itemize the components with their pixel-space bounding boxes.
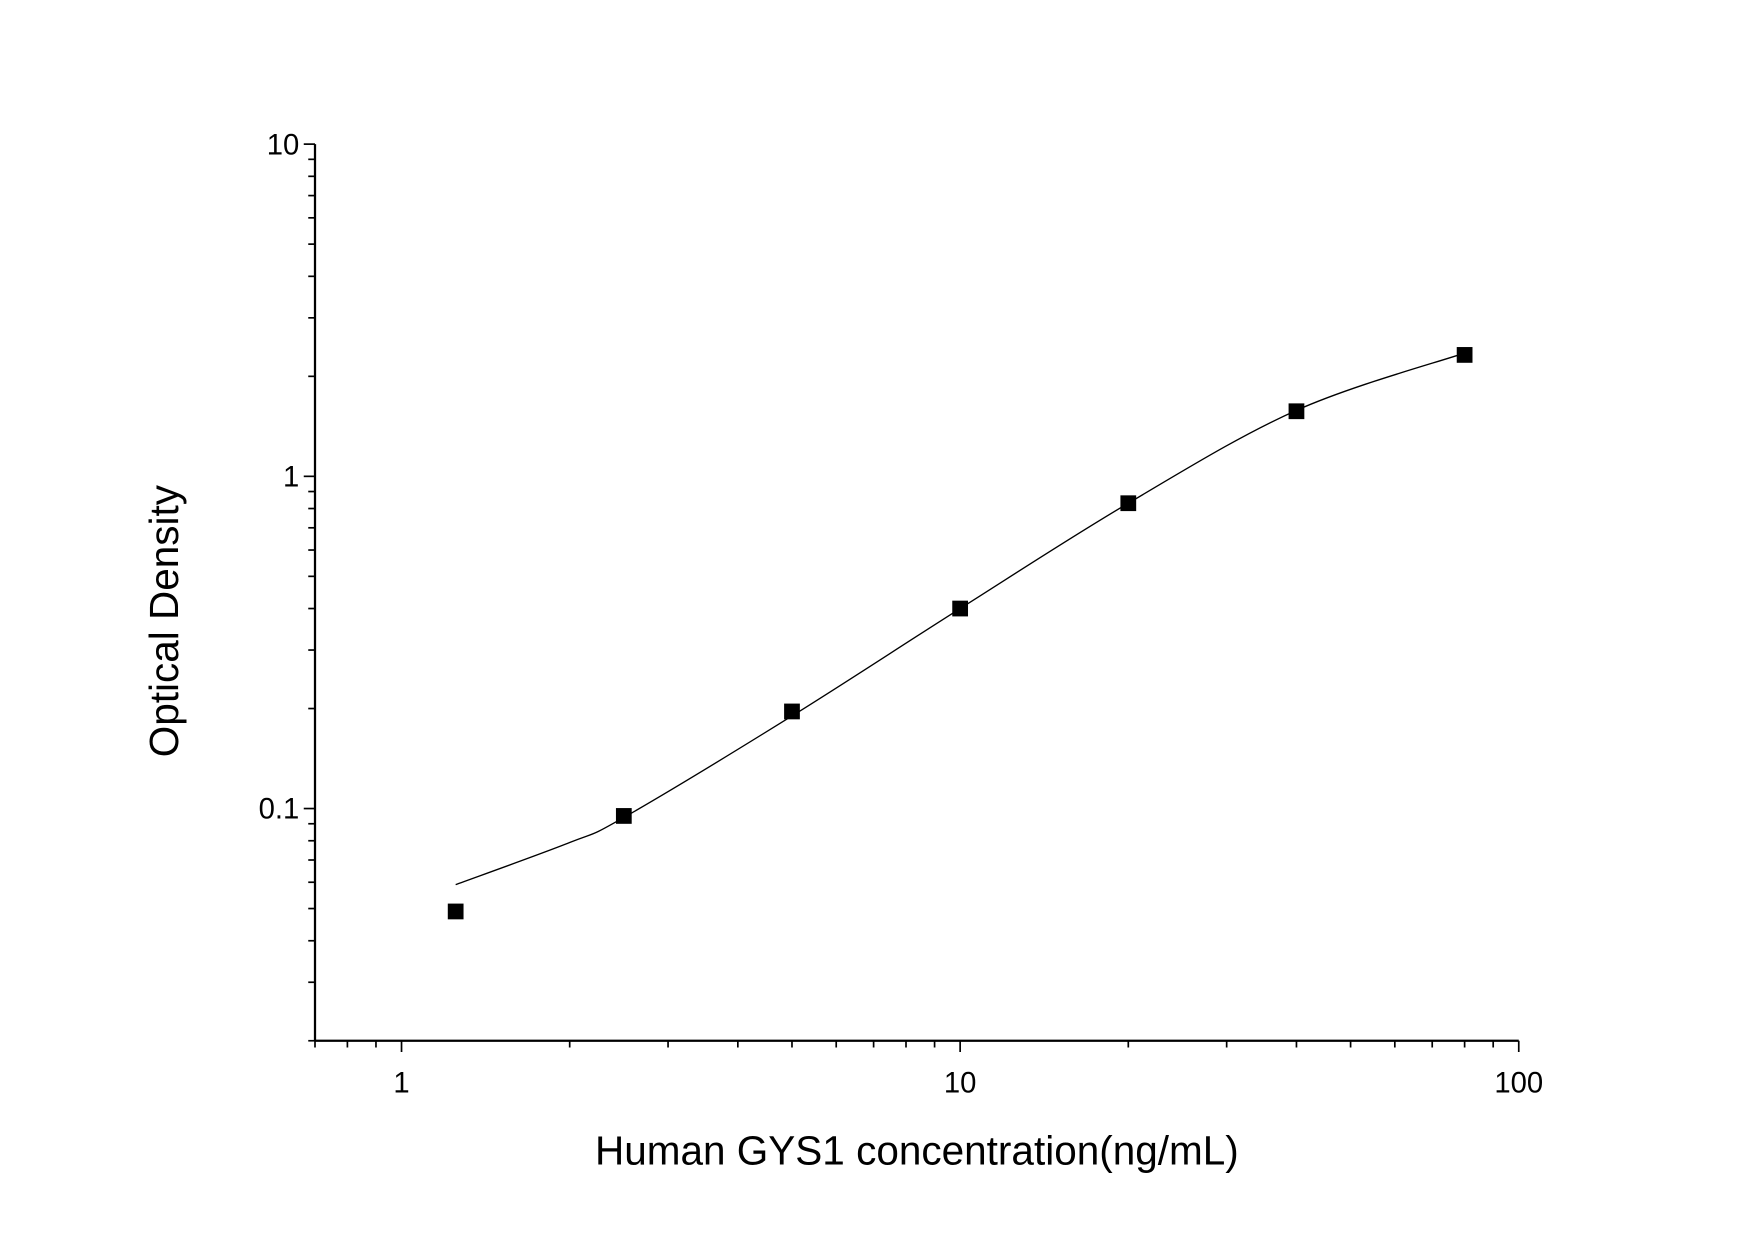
x-tick-label: 100 — [1494, 1068, 1543, 1100]
fit-curve-line — [455, 352, 1465, 886]
y-tick-label: 1 — [283, 461, 299, 493]
data-point-marker — [1456, 347, 1473, 363]
y-axis-title: Optical Density — [141, 484, 187, 757]
points-layer — [447, 347, 1473, 920]
data-point-marker — [1288, 403, 1305, 420]
y-tick-label: 0.1 — [259, 794, 300, 826]
x-tick-label: 1 — [393, 1068, 409, 1100]
tick-labels: 1 10 100 0.1 1 10 — [259, 129, 1544, 1099]
x-axis-title: Human GYS1 concentration(ng/mL) — [595, 1128, 1239, 1174]
data-point-marker — [447, 903, 464, 920]
fit-curve-layer — [455, 352, 1465, 886]
data-point-marker — [952, 600, 969, 617]
data-point-marker — [1120, 495, 1137, 512]
data-point-marker — [615, 808, 632, 824]
axes — [303, 143, 1520, 1052]
y-tick-label: 10 — [267, 129, 300, 161]
data-point-marker — [784, 703, 800, 720]
x-tick-label: 10 — [944, 1068, 977, 1100]
